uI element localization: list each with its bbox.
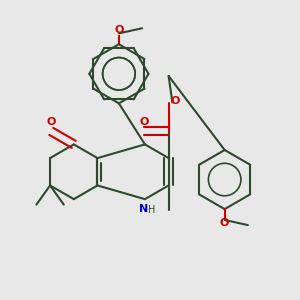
Text: O: O: [114, 25, 124, 35]
Text: O: O: [46, 117, 56, 127]
Text: O: O: [170, 96, 179, 106]
Text: N: N: [139, 204, 148, 214]
Text: O: O: [220, 218, 229, 228]
Text: H: H: [148, 205, 155, 215]
Text: O: O: [139, 117, 149, 127]
